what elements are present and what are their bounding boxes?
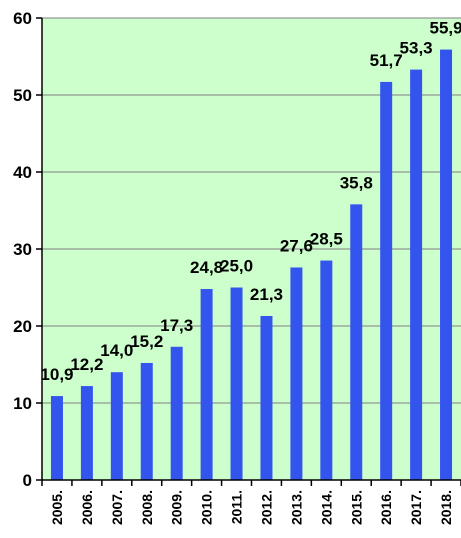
- bar: [80, 386, 93, 480]
- y-tick-label: 30: [13, 240, 32, 259]
- x-tick-label: 2012.: [258, 490, 274, 525]
- x-tick-label: 2005.: [49, 490, 65, 525]
- bar: [350, 204, 363, 480]
- x-tick-label: 2009.: [169, 490, 185, 525]
- x-tick-label: 2008.: [139, 490, 155, 525]
- data-label: 14,0: [100, 341, 133, 360]
- bars: [50, 49, 453, 480]
- y-tick-label: 50: [13, 86, 32, 105]
- data-label: 21,3: [250, 285, 283, 304]
- y-axis-ticks: 0 10 20 30 40 50 60: [13, 9, 42, 490]
- data-label: 24,8: [190, 258, 223, 277]
- bar: [320, 260, 333, 480]
- bar: [440, 49, 453, 480]
- bar: [170, 346, 183, 480]
- data-label: 12,2: [70, 355, 103, 374]
- y-tick-label: 60: [13, 9, 32, 28]
- data-label: 53,3: [400, 39, 433, 58]
- x-tick-label: 2017.: [408, 490, 424, 525]
- x-tick-label: 2011.: [229, 490, 245, 524]
- x-tick-label: 2010.: [199, 490, 215, 525]
- data-label: 10,9: [40, 365, 73, 384]
- bar: [380, 81, 393, 480]
- bar: [410, 69, 423, 480]
- data-labels: 10,912,214,015,217,3 24,825,0 21,3 27,628,5…: [40, 19, 461, 385]
- bar: [140, 362, 153, 480]
- bar: [260, 315, 273, 480]
- bar: [230, 287, 243, 480]
- x-tick-label: 2018.: [438, 490, 454, 525]
- x-tick-label: 2006.: [79, 490, 95, 525]
- data-label: 17,3: [160, 316, 193, 335]
- data-label: 15,2: [130, 332, 163, 351]
- x-tick-label: 2007.: [109, 490, 125, 525]
- x-tick-label: 2013.: [288, 490, 304, 525]
- data-label: 27,6: [280, 236, 313, 255]
- x-tick-label: 2014.: [318, 490, 334, 525]
- y-tick-label: 0: [23, 471, 32, 490]
- data-label: 28,5: [310, 230, 343, 249]
- x-axis-ticks: 2005. 2006. 2007. 2008. 2009. 2010. 2011. 2012.…: [41, 480, 461, 525]
- bar: [50, 396, 63, 480]
- data-label: 51,7: [370, 51, 403, 70]
- y-tick-label: 20: [13, 317, 32, 336]
- x-tick-label: 2016.: [378, 490, 394, 525]
- x-tick-label: 2015.: [348, 490, 364, 525]
- data-label: 25,0: [220, 257, 253, 276]
- bar: [110, 372, 123, 480]
- bar: [290, 267, 303, 480]
- y-tick-label: 40: [13, 163, 32, 182]
- data-label: 55,9: [429, 19, 461, 38]
- bar: [200, 289, 213, 480]
- y-tick-label: 10: [13, 394, 32, 413]
- data-label: 35,8: [340, 173, 373, 192]
